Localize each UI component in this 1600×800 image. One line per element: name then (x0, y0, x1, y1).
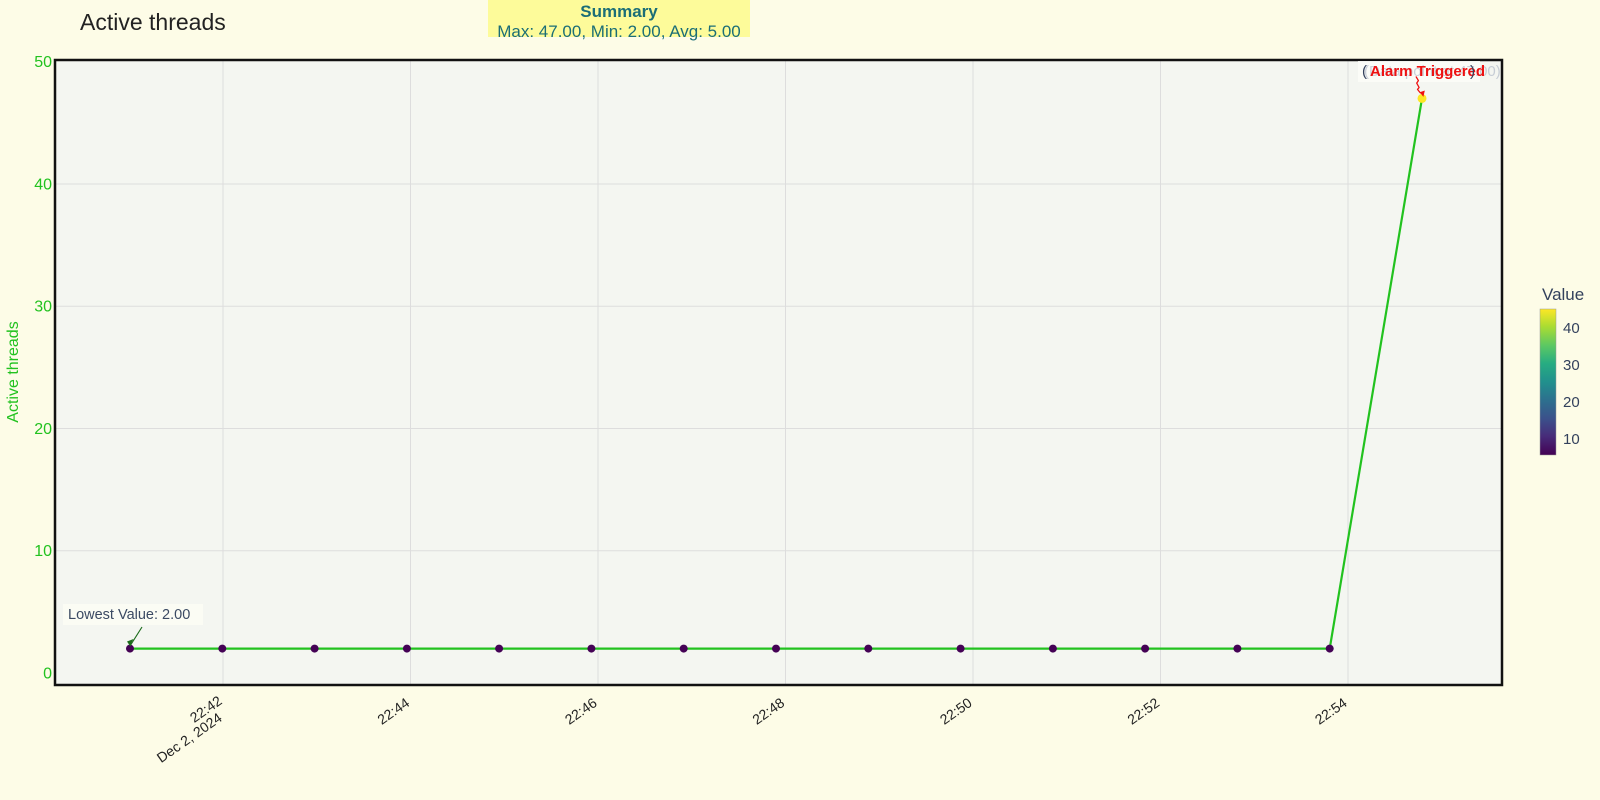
svg-text:22:46: 22:46 (562, 694, 600, 727)
svg-text:10: 10 (34, 543, 52, 560)
svg-text:20: 20 (1563, 394, 1580, 411)
svg-text:22:50: 22:50 (937, 694, 975, 727)
svg-text:22:48: 22:48 (749, 694, 787, 727)
svg-text:40: 40 (34, 176, 52, 193)
svg-text:20: 20 (34, 421, 52, 438)
svg-text:Active threads: Active threads (5, 321, 22, 422)
svg-text:Lowest Value: 2.00: Lowest Value: 2.00 (68, 607, 190, 623)
svg-text:30: 30 (34, 299, 52, 316)
svg-text:10: 10 (1563, 431, 1580, 448)
svg-text:40: 40 (1563, 320, 1580, 337)
svg-text:): ) (1470, 63, 1475, 80)
svg-text:22:44: 22:44 (374, 694, 412, 727)
svg-text:(: ( (1362, 63, 1367, 80)
svg-text:30: 30 (1563, 357, 1580, 374)
svg-text:22:52: 22:52 (1124, 694, 1162, 727)
svg-text:Dec 2, 2024: Dec 2, 2024 (154, 709, 225, 766)
svg-text:Value: Value (1542, 285, 1584, 304)
svg-text:50: 50 (34, 54, 52, 71)
svg-text:Alarm Triggered: Alarm Triggered (1370, 63, 1485, 80)
svg-text:22:54: 22:54 (1312, 694, 1350, 727)
svg-text:0: 0 (43, 666, 52, 683)
